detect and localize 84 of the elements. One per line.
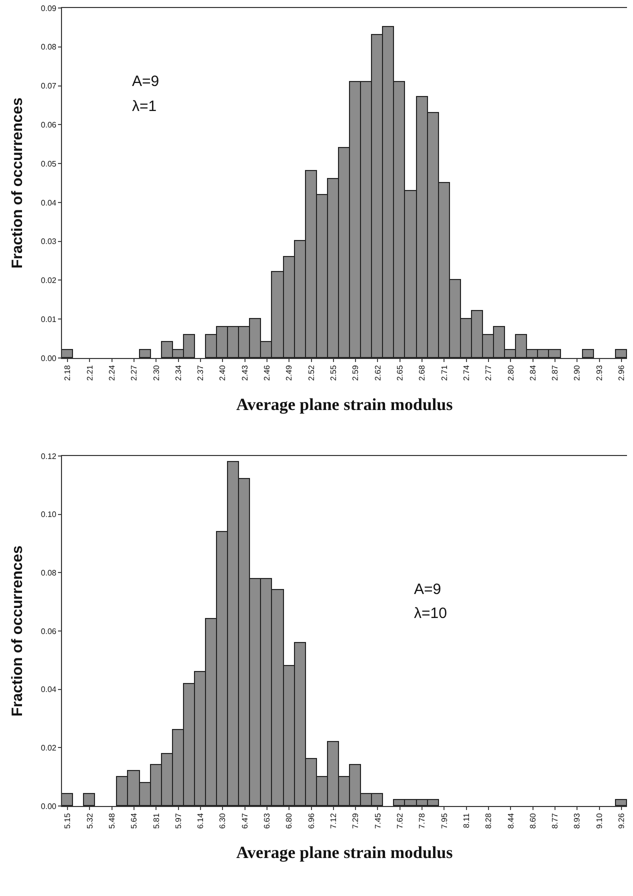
y-tick-label: 0.01 — [40, 314, 57, 324]
x-tick-label: 6.47 — [240, 812, 250, 829]
x-tick-label: 2.24 — [107, 364, 116, 381]
x-tick-label: 2.68 — [418, 364, 427, 381]
bar — [83, 793, 95, 806]
x-tick-label: 2.62 — [373, 364, 382, 381]
y-tick-label: 0.04 — [40, 685, 57, 694]
x-tick-label: 8.60 — [528, 812, 538, 829]
annotation: λ=10 — [414, 605, 447, 622]
x-tick-label: 2.55 — [329, 364, 338, 381]
bar — [615, 349, 627, 358]
x-tick-label: 5.97 — [174, 812, 183, 829]
x-tick-label: 2.21 — [85, 364, 94, 381]
x-tick-label: 2.37 — [196, 364, 206, 381]
y-tick-label: 0.03 — [40, 237, 57, 246]
x-tick-label: 2.96 — [617, 364, 626, 381]
x-tick-label: 2.93 — [594, 364, 604, 381]
x-tick-label: 6.96 — [306, 812, 316, 829]
x-tick-label: 2.34 — [174, 364, 183, 381]
x-tick-label: 7.12 — [329, 812, 338, 829]
x-tick-label: 6.63 — [262, 812, 272, 829]
x-tick-label: 2.80 — [506, 364, 516, 381]
y-tick-label: 0.02 — [40, 743, 57, 752]
x-tick-label: 2.46 — [262, 364, 272, 381]
y-tick-label: 0.05 — [40, 159, 57, 168]
x-tick-label: 7.45 — [373, 812, 382, 829]
y-tick-label: 0.09 — [40, 4, 57, 13]
x-tick-label: 5.64 — [130, 812, 139, 829]
x-axis-title: Average plane strain modulus — [236, 395, 454, 414]
x-tick-label: 5.15 — [63, 812, 72, 829]
x-tick-label: 2.40 — [218, 364, 228, 381]
annotation: A=9 — [414, 581, 442, 598]
x-tick-label: 6.14 — [196, 812, 206, 829]
y-tick-label: 0.10 — [40, 510, 57, 520]
x-tick-label: 2.74 — [462, 364, 471, 381]
x-tick-label: 9.10 — [594, 812, 604, 829]
y-tick-label: 0.08 — [40, 568, 57, 578]
x-tick-label: 7.78 — [418, 812, 427, 829]
y-tick-label: 0.00 — [40, 354, 57, 363]
y-tick-label: 0.12 — [40, 452, 57, 461]
x-tick-label: 5.48 — [107, 812, 116, 829]
x-tick-label: 2.90 — [572, 364, 582, 381]
y-tick-label: 0.02 — [40, 276, 57, 286]
x-axis-title: Average plane strain modulus — [236, 843, 454, 862]
y-axis-title: Fraction of occurrences — [9, 546, 26, 716]
x-tick-label: 2.87 — [550, 364, 560, 381]
x-tick-label: 8.77 — [550, 812, 560, 829]
x-tick-label: 6.30 — [218, 812, 228, 829]
x-tick-label: 2.77 — [484, 364, 494, 381]
x-tick-label: 7.95 — [440, 812, 449, 829]
bar — [139, 349, 151, 358]
x-tick-label: 6.80 — [284, 812, 294, 829]
x-tick-label: 2.43 — [240, 364, 250, 381]
y-tick-label: 0.04 — [40, 198, 57, 208]
x-tick-label: 2.49 — [284, 364, 294, 381]
x-tick-label: 2.59 — [351, 364, 360, 381]
x-tick-label: 8.28 — [484, 812, 494, 829]
x-tick-label: 9.26 — [617, 812, 626, 829]
x-tick-label: 8.93 — [572, 812, 582, 829]
x-tick-label: 2.84 — [528, 364, 538, 381]
bar — [615, 799, 627, 806]
x-tick-label: 7.29 — [351, 812, 360, 829]
y-axis-title: Fraction of occurrences — [9, 98, 26, 268]
x-tick-label: 8.44 — [506, 812, 516, 829]
y-tick-label: 0.00 — [40, 802, 57, 811]
bar — [62, 793, 73, 806]
x-tick-label: 2.18 — [63, 364, 72, 381]
x-tick-label: 7.62 — [395, 812, 404, 829]
x-tick-label: 2.71 — [440, 364, 449, 381]
x-tick-label: 2.30 — [152, 364, 161, 381]
y-tick-label: 0.06 — [40, 120, 57, 130]
y-tick-label: 0.08 — [40, 42, 57, 52]
y-tick-label: 0.07 — [40, 82, 57, 91]
x-tick-label: 5.32 — [85, 812, 94, 829]
bar — [582, 349, 594, 358]
x-tick-label: 2.65 — [395, 364, 404, 381]
annotation: λ=1 — [132, 98, 157, 115]
x-tick-label: 5.81 — [152, 812, 161, 829]
x-tick-label: 2.52 — [306, 364, 316, 381]
x-tick-label: 2.27 — [130, 364, 139, 381]
y-tick-label: 0.06 — [40, 626, 57, 636]
annotation: A=9 — [132, 73, 160, 90]
bar — [62, 349, 73, 358]
x-tick-label: 8.11 — [462, 812, 471, 828]
